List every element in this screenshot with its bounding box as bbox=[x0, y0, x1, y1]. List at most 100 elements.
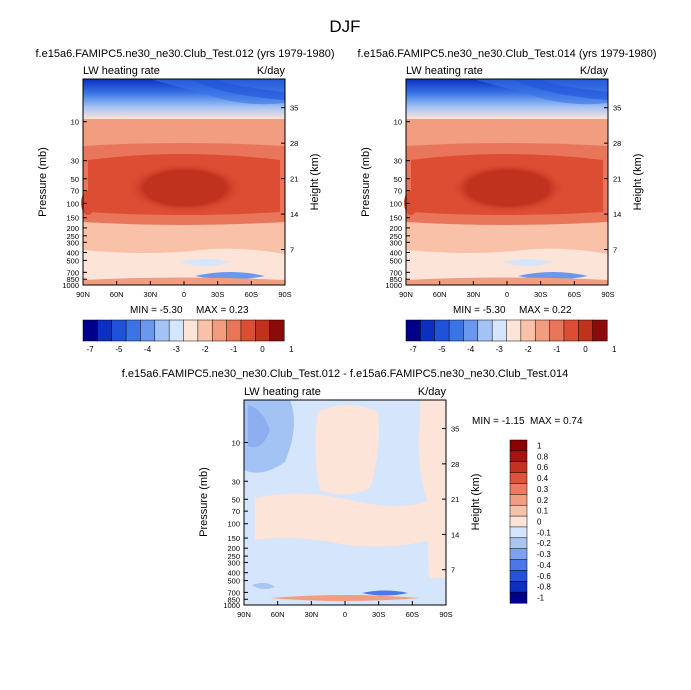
colorbar-swatch bbox=[97, 319, 113, 342]
min-label: MIN = -5.30 bbox=[453, 305, 506, 316]
colorbar-swatch bbox=[168, 319, 185, 342]
colorbar-swatch bbox=[509, 461, 528, 474]
y-tick-label: 30 bbox=[394, 157, 402, 166]
colorbar-swatch bbox=[520, 319, 536, 342]
y-tick-label: 700 bbox=[389, 268, 402, 277]
y-axis-right: 35 28 21 14 7 bbox=[281, 104, 298, 255]
panel-right-label: K/day bbox=[257, 65, 286, 77]
panel-2: f.e15a6.FAMIPC5.ne30_ne30.Club_Test.014 … bbox=[357, 48, 656, 354]
max-label: MAX = 0.22 bbox=[519, 305, 572, 316]
colorbar: -7 -5 -4 -3 -2 -1 0 1 bbox=[82, 319, 294, 354]
colorbar-label: -0.2 bbox=[537, 539, 551, 548]
y-right-tick-label: 21 bbox=[290, 175, 298, 184]
colorbar-label: -1 bbox=[553, 345, 561, 354]
colorbar-label: 0.2 bbox=[537, 496, 549, 505]
colorbar-label: -2 bbox=[201, 345, 209, 354]
y-tick-label: 700 bbox=[227, 588, 240, 597]
y-right-tick-label: 35 bbox=[451, 425, 459, 434]
colorbar-swatch bbox=[509, 526, 528, 539]
max-label: MAX = 0.23 bbox=[196, 305, 249, 316]
colorbar: -7 -5 -4 -3 -2 -1 0 1 bbox=[405, 319, 617, 354]
colorbar-label: -5 bbox=[438, 345, 446, 354]
colorbar-swatch bbox=[154, 319, 170, 342]
x-axis: 90N 60N 30N 0 30S 60S 90S bbox=[76, 281, 292, 299]
contour-field bbox=[404, 79, 608, 285]
colorbar-label: -1 bbox=[537, 594, 545, 603]
y-tick-label: 150 bbox=[227, 534, 240, 543]
y-tick-label: 500 bbox=[66, 256, 79, 265]
panel-1: f.e15a6.FAMIPC5.ne30_ne30.Club_Test.012 … bbox=[35, 48, 334, 354]
colorbar-label: 0.1 bbox=[537, 507, 549, 516]
panel-left-label: LW heating rate bbox=[244, 386, 321, 398]
colorbar-label: -4 bbox=[467, 345, 475, 354]
panel-title: f.e15a6.FAMIPC5.ne30_ne30.Club_Test.012 … bbox=[35, 48, 334, 60]
x-tick-label: 0 bbox=[505, 290, 509, 299]
colorbar-swatch bbox=[509, 494, 528, 506]
y-axis-right: 35 28 21 14 7 bbox=[604, 104, 621, 255]
y-right-tick-label: 7 bbox=[613, 246, 617, 255]
y-tick-label: 10 bbox=[394, 118, 402, 127]
y-tick-label: 400 bbox=[227, 569, 240, 578]
panel-left-label: LW heating rate bbox=[83, 65, 160, 77]
y-tick-label: 100 bbox=[227, 520, 240, 529]
max-label: MAX = 0.74 bbox=[530, 416, 583, 427]
colorbar-swatch bbox=[434, 319, 450, 342]
y-tick-label: 100 bbox=[389, 199, 402, 208]
colorbar-label: -0.3 bbox=[537, 550, 551, 559]
colorbar-label: 0.8 bbox=[537, 452, 549, 461]
y-tick-label: 100 bbox=[66, 199, 79, 208]
x-tick-label: 0 bbox=[343, 610, 347, 619]
colorbar-label: -7 bbox=[410, 345, 418, 354]
y-tick-label: 200 bbox=[66, 224, 79, 233]
contour-field bbox=[244, 400, 446, 605]
y-tick-label: 300 bbox=[389, 238, 402, 247]
y-right-tick-label: 21 bbox=[613, 175, 621, 184]
y-tick-label: 850 bbox=[66, 275, 79, 284]
y-tick-label: 1000 bbox=[385, 281, 402, 290]
panel-right-label: K/day bbox=[580, 65, 609, 77]
y-axis-right-title: Height (km) bbox=[309, 154, 321, 211]
y-tick-label: 70 bbox=[394, 187, 402, 196]
y-axis-right-title: Height (km) bbox=[470, 474, 482, 531]
panel-diff: f.e15a6.FAMIPC5.ne30_ne30.Club_Test.012 … bbox=[122, 368, 583, 619]
colorbar-label: -2 bbox=[524, 345, 532, 354]
y-right-tick-label: 35 bbox=[613, 104, 621, 113]
colorbar-swatch bbox=[420, 319, 436, 342]
colorbar-swatch bbox=[405, 319, 421, 342]
y-tick-label: 50 bbox=[232, 495, 240, 504]
colorbar-label: -0.8 bbox=[537, 583, 551, 592]
x-tick-label: 90S bbox=[601, 290, 614, 299]
colorbar-label: 1 bbox=[289, 345, 294, 354]
colorbar-swatch bbox=[549, 319, 565, 342]
colorbar-swatch bbox=[477, 319, 493, 342]
contour-field bbox=[81, 79, 285, 285]
y-tick-label: 400 bbox=[389, 249, 402, 258]
colorbar-swatch bbox=[509, 439, 528, 452]
colorbar-swatch bbox=[509, 472, 528, 485]
x-axis: 90N 60N 30N 0 30S 60S 90S bbox=[237, 601, 453, 619]
colorbar-swatch bbox=[509, 515, 528, 528]
colorbar-swatch bbox=[197, 319, 213, 342]
y-tick-label: 150 bbox=[389, 214, 402, 223]
colorbar-swatch bbox=[111, 319, 127, 342]
y-tick-label: 300 bbox=[66, 238, 79, 247]
colorbar-label: -0.4 bbox=[537, 561, 551, 570]
y-tick-label: 1000 bbox=[62, 281, 79, 290]
colorbar-swatch bbox=[211, 319, 228, 342]
min-label: MIN = -1.15 bbox=[472, 416, 525, 427]
y-axis-title: Pressure (mb) bbox=[198, 467, 210, 537]
y-tick-label: 250 bbox=[227, 552, 240, 561]
colorbar-swatch bbox=[82, 319, 98, 342]
colorbar-label: 0 bbox=[260, 345, 265, 354]
y-right-tick-label: 21 bbox=[451, 495, 459, 504]
x-tick-label: 30S bbox=[372, 610, 385, 619]
colorbar-swatch bbox=[506, 319, 522, 342]
colorbar-label: -3 bbox=[173, 345, 181, 354]
x-tick-label: 60S bbox=[568, 290, 581, 299]
y-tick-label: 500 bbox=[227, 577, 240, 586]
colorbar-label: 1 bbox=[612, 345, 617, 354]
y-tick-label: 850 bbox=[389, 275, 402, 284]
x-tick-label: 30S bbox=[211, 290, 224, 299]
